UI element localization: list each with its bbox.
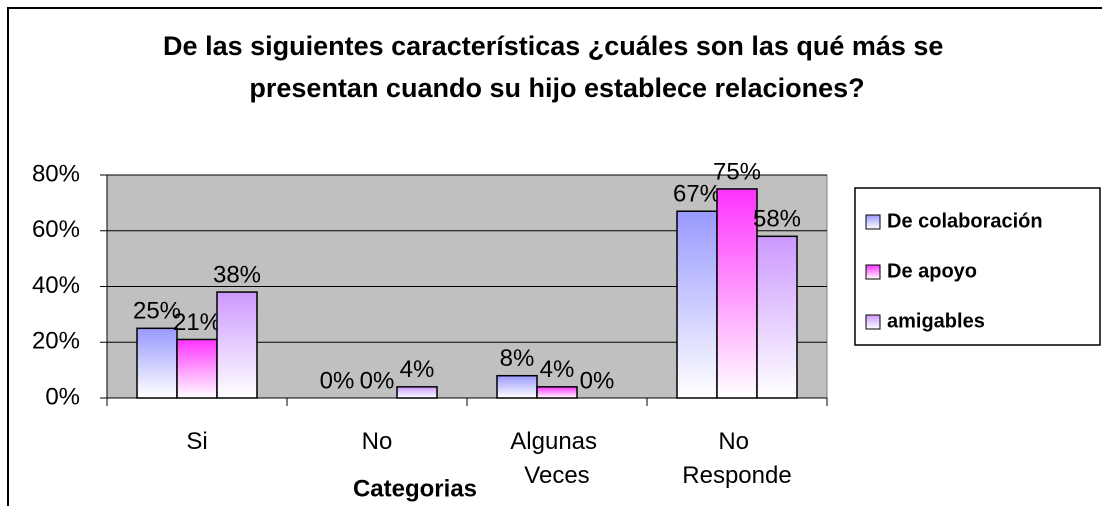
bar [496, 374, 538, 399]
bar [216, 291, 258, 399]
y-tick-label: 0% [45, 383, 80, 410]
chart-title: De las siguientes características ¿cuále… [163, 31, 951, 103]
legend-label: De colaboración [887, 210, 1043, 232]
value-label: 4% [540, 356, 575, 383]
y-tick-label: 40% [32, 272, 80, 299]
legend [854, 187, 1101, 346]
x-tick-label: Algunas Veces [510, 428, 603, 489]
bar [536, 386, 578, 399]
y-tick-label: 60% [32, 216, 80, 243]
x-tick-label: No Responde [682, 428, 791, 489]
value-label: 67% [673, 181, 721, 208]
legend-label: amigables [887, 310, 985, 332]
x-tick-label: No [362, 428, 393, 455]
legend-label: De apoyo [887, 260, 977, 282]
legend-swatch [865, 264, 881, 280]
y-tick-label: 20% [32, 328, 80, 355]
value-label: 8% [500, 345, 535, 372]
value-label: 0% [320, 367, 355, 394]
bar [756, 235, 798, 399]
value-label: 38% [213, 261, 261, 288]
value-label: 58% [753, 206, 801, 233]
bar [396, 386, 438, 399]
value-label: 0% [360, 367, 395, 394]
x-tick-label: Si [186, 428, 207, 455]
bar [716, 188, 758, 399]
legend-swatch [865, 314, 881, 330]
value-label: 4% [400, 356, 435, 383]
bar [136, 327, 178, 399]
value-label: 21% [173, 309, 221, 336]
value-label: 75% [713, 158, 761, 185]
value-label: 0% [580, 367, 615, 394]
legend-swatch [865, 214, 881, 230]
bar [176, 338, 218, 399]
x-axis-label: Categorias [353, 475, 477, 502]
bar [676, 210, 718, 399]
value-label: 25% [133, 298, 181, 325]
y-tick-label: 80% [32, 160, 80, 187]
